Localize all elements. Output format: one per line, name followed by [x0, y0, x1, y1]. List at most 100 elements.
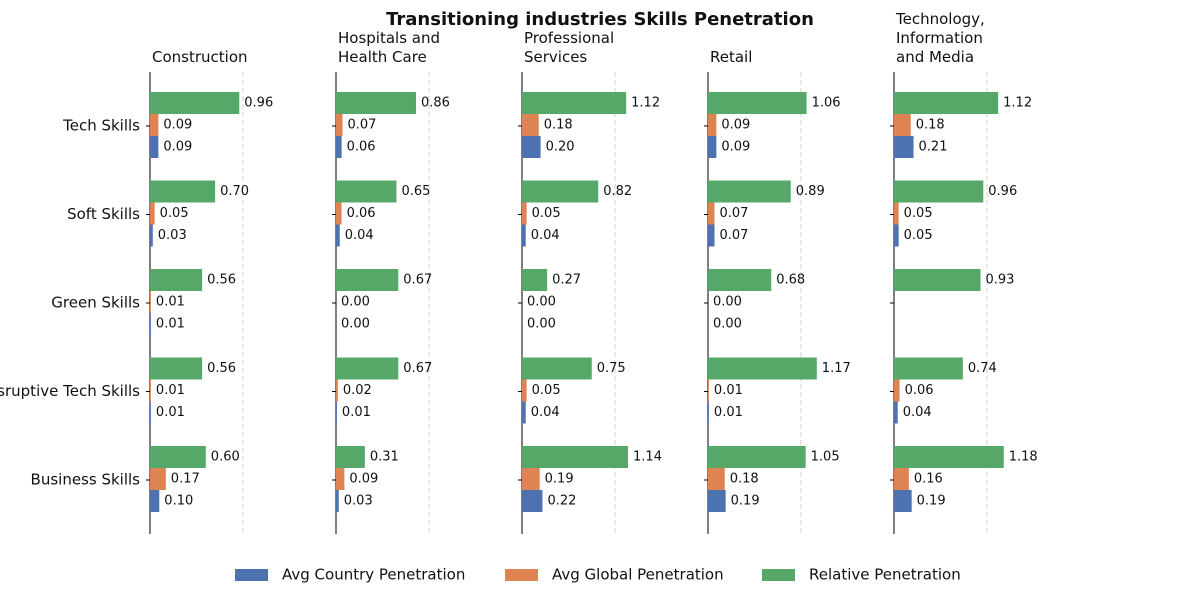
bar: [150, 224, 153, 247]
panel-title: Professional Services: [524, 29, 615, 66]
bar: [894, 357, 963, 380]
bar: [150, 357, 203, 380]
chart-title: Transitioning industries Skills Penetrat…: [386, 9, 814, 30]
bar: [150, 468, 166, 490]
legend-label: Relative Penetration: [809, 566, 961, 584]
value-label: 0.03: [158, 228, 187, 243]
value-label: 0.07: [348, 118, 377, 133]
value-label: 0.21: [919, 140, 948, 155]
value-label: 0.19: [731, 494, 760, 509]
value-label: 0.03: [344, 494, 373, 509]
bar: [708, 357, 817, 380]
value-label: 0.22: [547, 494, 576, 509]
bar: [708, 490, 726, 512]
value-label: 0.01: [156, 317, 185, 332]
bar: [522, 401, 526, 424]
value-label: 0.07: [720, 206, 749, 221]
value-label: 0.86: [421, 96, 450, 111]
value-label: 0.02: [343, 383, 372, 398]
value-label: 0.05: [904, 206, 933, 221]
value-label: 0.89: [796, 184, 825, 199]
panel-title: Construction: [152, 48, 248, 66]
value-label: 0.09: [349, 472, 378, 487]
value-label: 0.01: [714, 383, 743, 398]
bar: [336, 269, 399, 291]
value-label: 1.17: [822, 361, 851, 376]
bar: [336, 92, 416, 114]
value-label: 0.00: [713, 317, 742, 332]
bar: [150, 180, 216, 203]
value-label: 0.68: [776, 273, 805, 288]
bar: [522, 357, 592, 380]
value-label: 0.00: [713, 295, 742, 310]
value-label: 0.04: [345, 228, 374, 243]
bar: [708, 180, 791, 203]
bar: [522, 180, 599, 203]
bar: [708, 468, 725, 490]
value-label: 0.09: [163, 140, 192, 155]
bar: [522, 446, 629, 468]
bar: [894, 224, 899, 247]
value-label: 0.19: [545, 472, 574, 487]
bar: [522, 224, 526, 247]
legend-swatch: [505, 569, 538, 581]
value-label: 0.20: [546, 140, 575, 155]
bar: [708, 379, 709, 402]
y-tick-label: Tech Skills: [62, 117, 140, 135]
bar: [150, 446, 206, 468]
bar: [522, 114, 539, 136]
value-label: 0.04: [531, 405, 560, 420]
value-label: 0.01: [156, 405, 185, 420]
legend-label: Avg Global Penetration: [552, 566, 724, 584]
value-label: 0.09: [721, 118, 750, 133]
bar: [708, 446, 806, 468]
value-label: 0.18: [916, 118, 945, 133]
value-label: 0.07: [720, 228, 749, 243]
value-label: 0.04: [903, 405, 932, 420]
bar: [336, 446, 365, 468]
value-label: 0.10: [164, 494, 193, 509]
panel-title: Hospitals and Health Care: [338, 29, 441, 66]
bar: [336, 224, 340, 247]
value-label: 0.09: [721, 140, 750, 155]
value-label: 0.00: [341, 317, 370, 332]
bar: [336, 490, 339, 512]
bar: [336, 357, 399, 380]
bar: [336, 379, 338, 402]
value-label: 0.67: [403, 361, 432, 376]
value-label: 0.06: [347, 206, 376, 221]
bar: [336, 468, 345, 490]
bar: [150, 490, 160, 512]
value-label: 0.04: [531, 228, 560, 243]
value-label: 0.09: [163, 118, 192, 133]
value-label: 0.67: [403, 273, 432, 288]
value-label: 0.01: [714, 405, 743, 420]
bar: [150, 379, 151, 402]
value-label: 0.00: [527, 295, 556, 310]
value-label: 0.01: [156, 383, 185, 398]
bar: [150, 202, 155, 225]
bar: [522, 490, 543, 512]
bar: [150, 114, 159, 136]
value-label: 0.74: [968, 361, 997, 376]
value-label: 0.96: [988, 184, 1017, 199]
value-label: 0.01: [156, 295, 185, 310]
value-label: 1.06: [812, 96, 841, 111]
bar: [894, 92, 999, 114]
y-tick-label: Disruptive Tech Skills: [0, 382, 140, 400]
bar: [150, 401, 151, 424]
legend-swatch: [235, 569, 268, 581]
value-label: 0.05: [160, 206, 189, 221]
bar: [708, 202, 715, 225]
bar: [336, 180, 397, 203]
y-tick-label: Business Skills: [31, 471, 141, 489]
bar: [894, 136, 914, 158]
bar: [708, 401, 709, 424]
bar: [336, 136, 342, 158]
bar: [150, 313, 151, 335]
bar: [522, 202, 527, 225]
value-label: 1.12: [1003, 96, 1032, 111]
bar: [708, 269, 772, 291]
